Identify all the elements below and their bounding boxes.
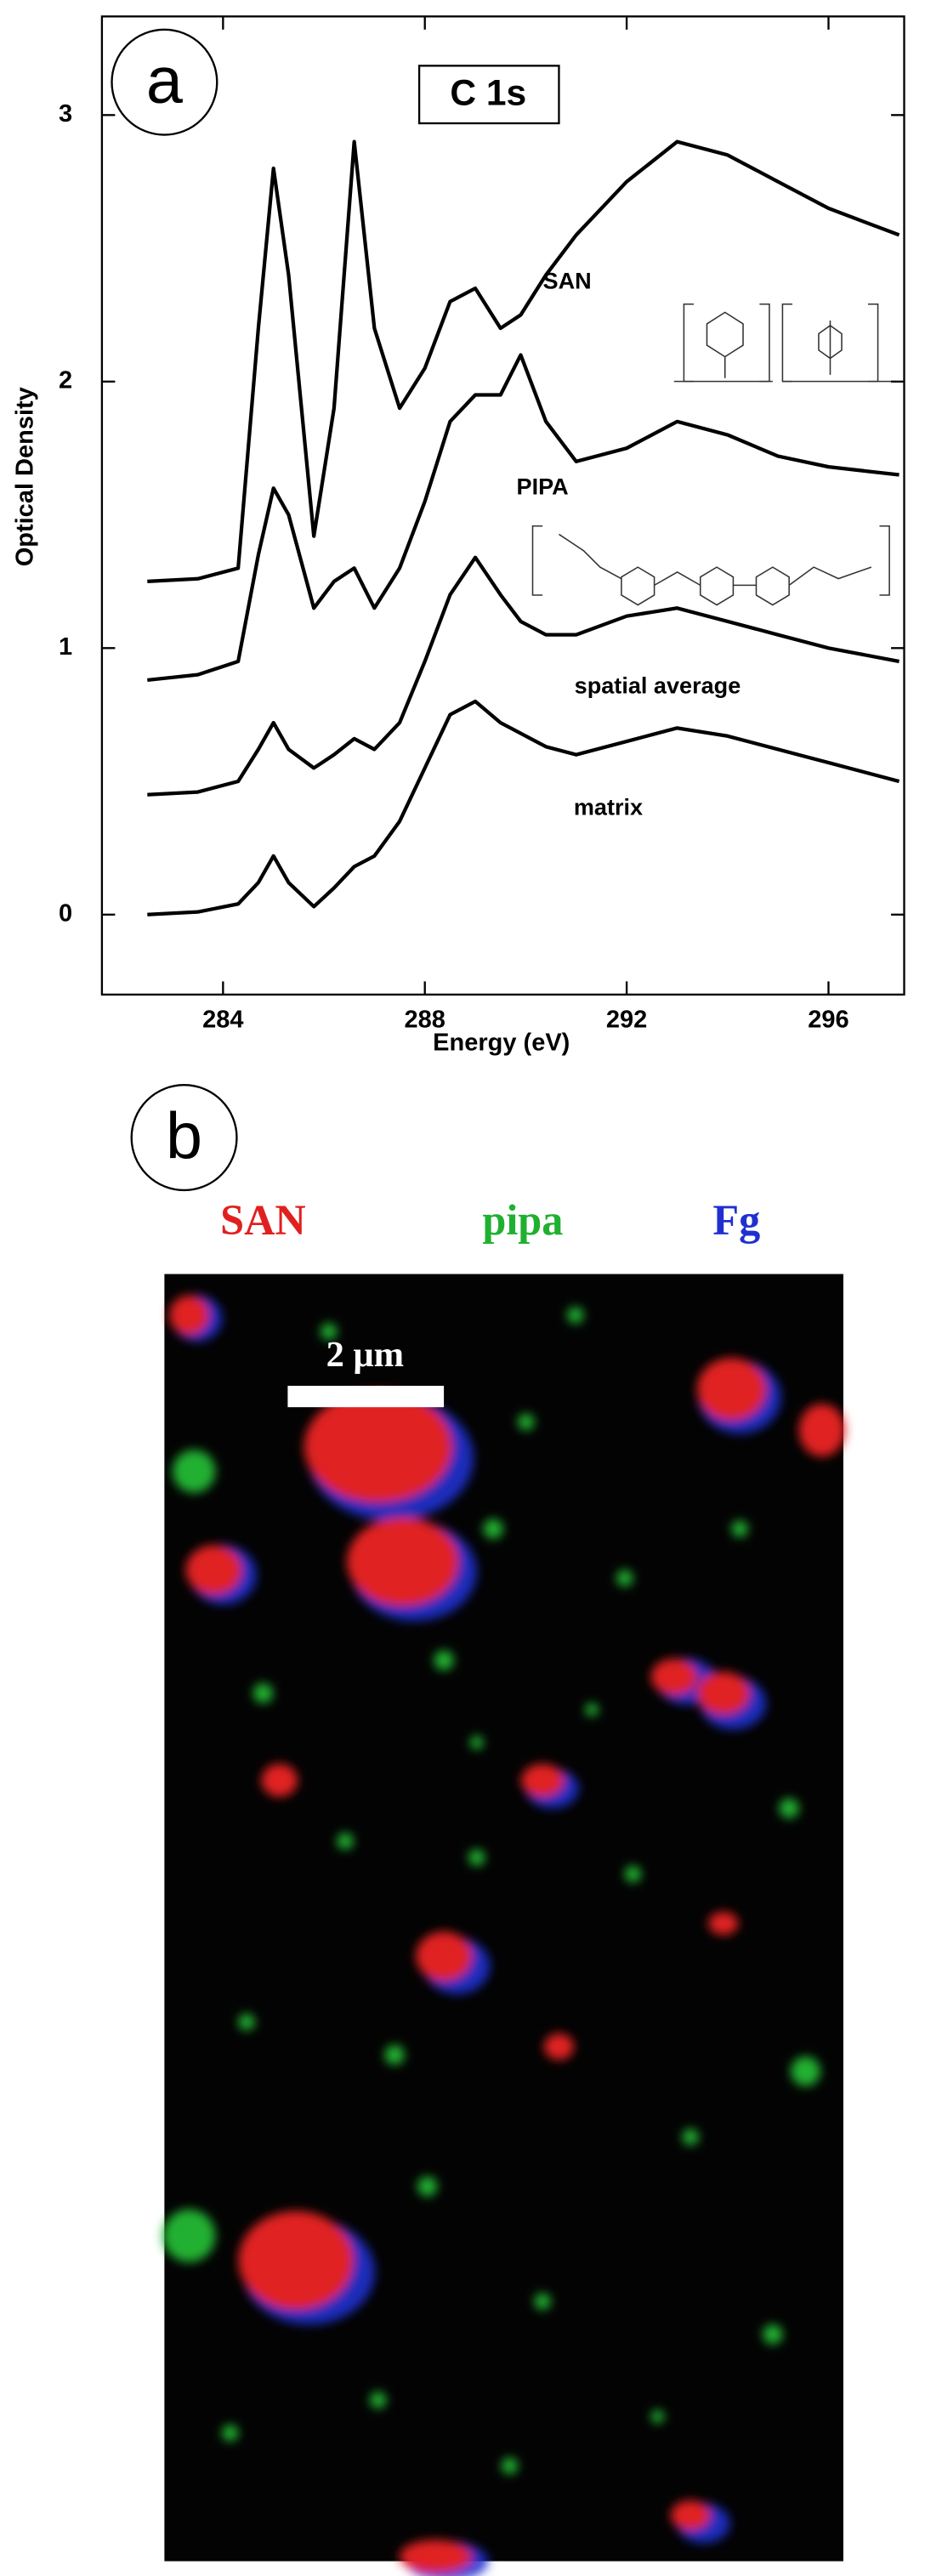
image	[164, 1274, 843, 2562]
x-tick-label: 284	[202, 1006, 243, 1033]
image-content	[162, 1295, 845, 2576]
pipa-structure	[531, 525, 890, 606]
plot-frame	[100, 15, 905, 996]
panel-circle	[130, 1084, 238, 1192]
scale-bar	[287, 1386, 445, 1408]
series-line	[147, 555, 899, 797]
series-line	[147, 353, 899, 683]
y-tick-label: 2	[59, 366, 72, 394]
san-structure	[673, 303, 896, 383]
annotation: C 1s	[450, 72, 526, 113]
channel-label: SAN	[220, 1196, 306, 1244]
y-tick-label: 3	[59, 100, 72, 128]
x-axis-label: Energy (eV)	[433, 1030, 570, 1057]
series-label: spatial average	[575, 672, 741, 698]
panel-label: a	[146, 44, 183, 117]
series-label: PIPA	[517, 473, 569, 499]
panel-label: b	[166, 1099, 202, 1172]
channel-label: Fg	[712, 1196, 760, 1244]
panel-circle	[111, 28, 218, 136]
x-tick-label: 288	[405, 1006, 445, 1033]
x-tick-label: 292	[606, 1006, 647, 1033]
y-tick-label: 1	[59, 633, 72, 661]
annotation-box	[417, 65, 560, 125]
y-tick-label: 0	[59, 899, 72, 927]
x-tick-label: 296	[808, 1006, 848, 1033]
series-label: SAN	[543, 268, 592, 294]
scale-bar-label: 2 μm	[326, 1335, 404, 1375]
series-label: matrix	[574, 794, 643, 820]
series-line	[147, 139, 900, 584]
series-line	[147, 699, 900, 916]
y-axis-label: Optical Density	[12, 387, 39, 566]
channel-label: pipa	[482, 1196, 563, 1244]
